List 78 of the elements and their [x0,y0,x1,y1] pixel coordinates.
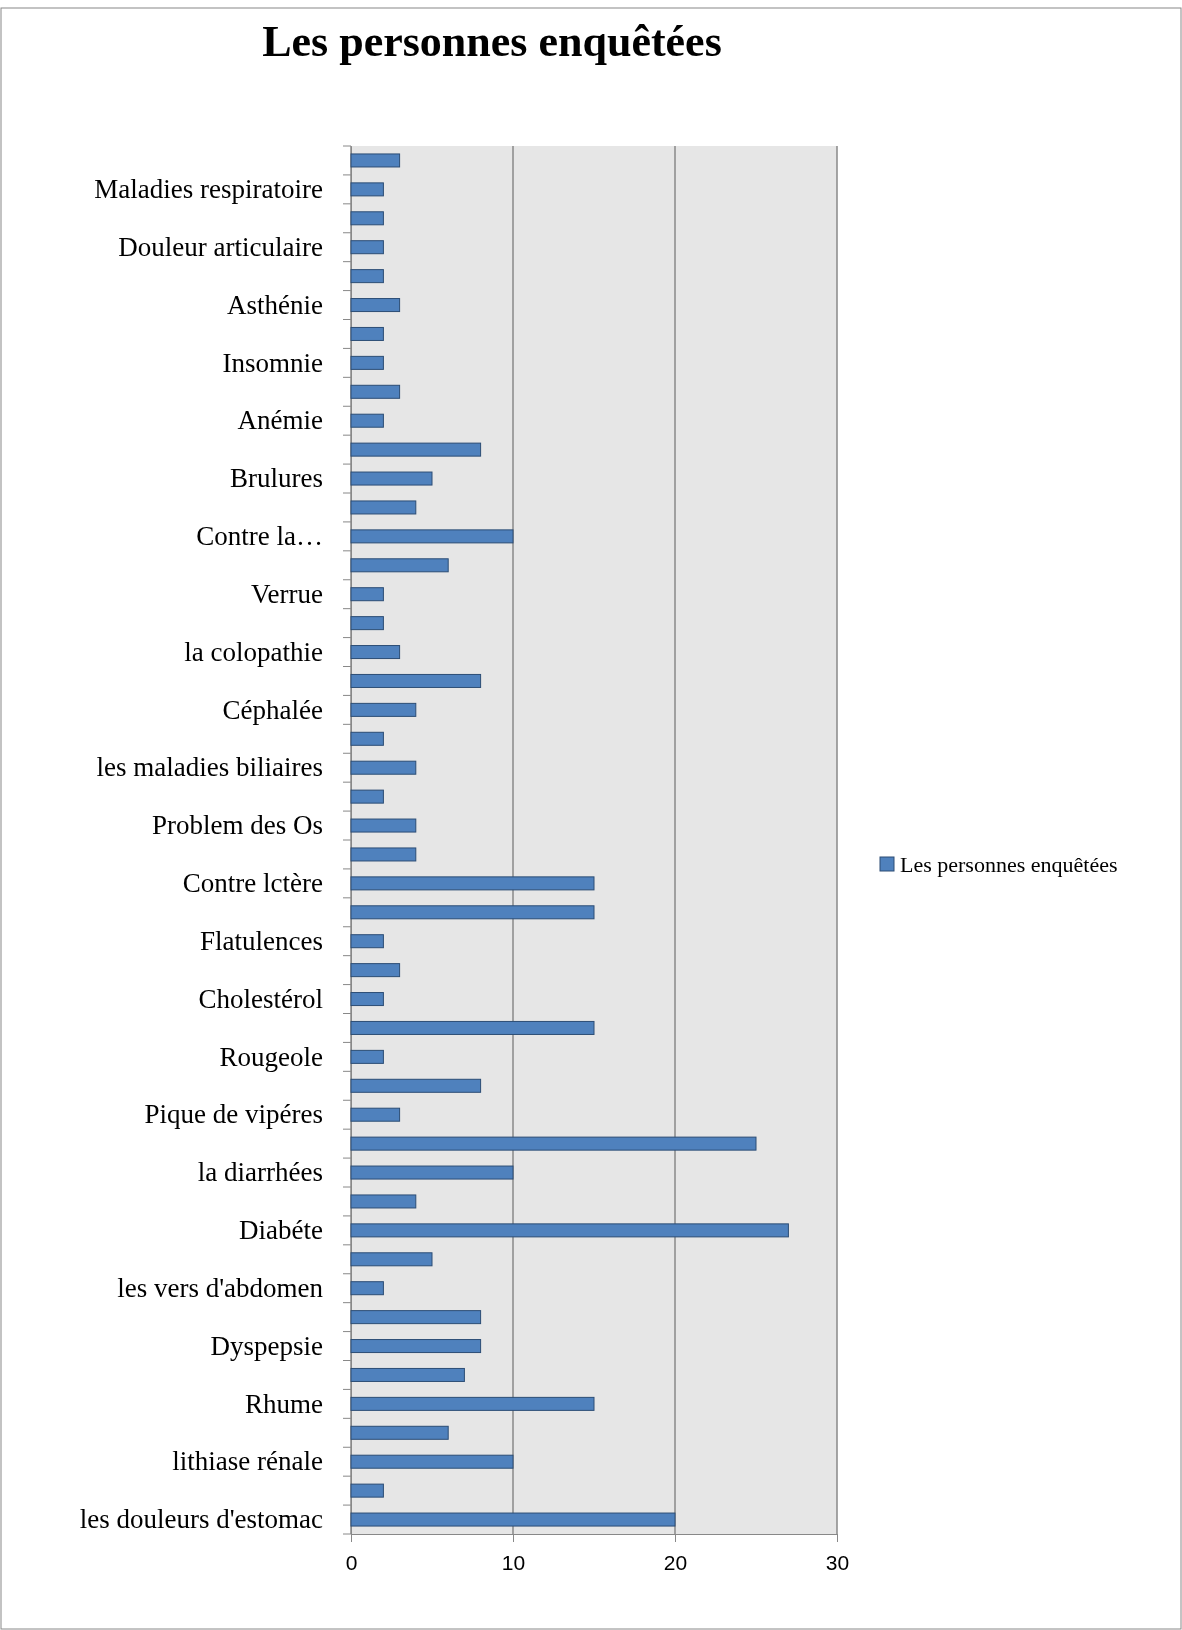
bar [350,529,514,544]
bar [350,1049,384,1064]
bar [350,731,384,746]
bar [350,471,433,486]
bar [350,847,417,862]
bar [350,992,384,1007]
bar [350,1107,401,1122]
y-tick-label: Maladies respiratoire [94,174,324,205]
x-tick-label: 30 [825,1551,850,1575]
bar [350,1165,514,1180]
bar [350,1396,595,1411]
y-tick-label: Céphalée [222,694,324,725]
bar [350,760,417,775]
bar [350,702,417,717]
bar [350,876,595,891]
bar [350,963,401,978]
bar [350,355,384,370]
bar [350,673,482,688]
bar [350,1367,465,1382]
y-tick-label: Cholestérol [198,983,323,1014]
y-tick-label: Contre lctère [182,868,324,899]
legend-label: Les personnes enquêtées [900,852,1118,877]
bar [350,384,401,399]
y-tick-label: Anémie [237,405,323,436]
y-tick-label: les douleurs d'estomac [79,1504,324,1535]
bar [350,1425,449,1440]
y-tick-label: Insomnie [222,347,323,378]
x-tick-label: 20 [663,1551,688,1575]
bar [350,442,482,457]
bar [350,269,384,284]
y-tick-label: Rougeole [219,1041,324,1072]
y-tick-label: Dyspepsie [210,1330,324,1361]
bar [350,1136,757,1151]
bar [350,1512,676,1527]
y-tick-label: lithiase rénale [172,1446,323,1477]
y-tick-label: Douleur articulaire [118,231,324,262]
y-tick-label: Contre la… [196,521,323,552]
bar [350,326,384,341]
bar [350,413,384,428]
y-tick-label: la colopathie [184,636,323,667]
y-tick-label: la diarrhées [197,1157,323,1188]
y-tick-label: Verrue [251,578,323,609]
bar [350,645,401,660]
bar [350,934,384,949]
y-tick-label: Asthénie [227,289,324,320]
chart-title: Les personnes enquêtées [262,17,722,66]
bar [350,587,384,602]
bar [350,818,417,833]
bar [350,1078,482,1093]
y-tick-label: les maladies biliaires [96,752,323,783]
bar [350,1483,384,1498]
bar [350,1194,417,1209]
x-tick-label: 10 [501,1551,526,1575]
bar [350,1020,595,1035]
bar [350,616,384,631]
bar [350,789,384,804]
bar [350,905,595,920]
bar [350,240,384,255]
bar [350,1310,482,1325]
bar [350,298,401,313]
y-tick-label: Pique de vipéres [144,1099,323,1130]
y-tick-label: les vers d'abdomen [117,1272,324,1303]
bar [350,500,417,515]
bar [350,1339,482,1354]
y-tick-label: Brulures [230,463,323,494]
y-tick-label: Diabéte [239,1215,324,1246]
bar [350,1223,789,1238]
bar [350,153,401,168]
bar [350,1252,433,1267]
x-tick-label: 0 [345,1551,358,1575]
y-tick-label: Flatulences [200,925,323,956]
y-tick-label: Problem des Os [152,810,323,841]
bar [350,1454,514,1469]
bar [350,182,384,197]
bar [350,558,449,573]
y-tick-label: Rhume [245,1388,324,1419]
bar [350,1281,384,1296]
bar [350,211,384,226]
